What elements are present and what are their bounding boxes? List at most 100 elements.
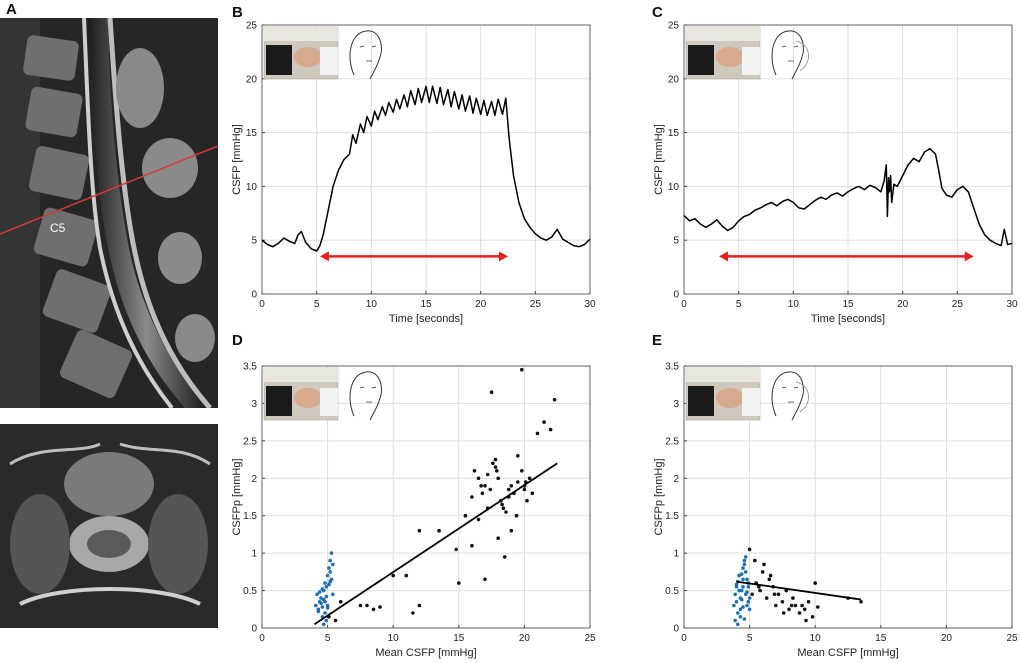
head-outline [771, 30, 804, 80]
data-point-black [417, 528, 422, 533]
photo-clothing [688, 45, 714, 75]
x-tick-label: 5 [314, 299, 320, 310]
data-point-black [753, 558, 757, 563]
data-point-blue [316, 609, 321, 614]
subject-photo-inset [685, 26, 761, 80]
data-point-black [470, 543, 474, 548]
data-point-blue [325, 573, 330, 578]
x-tick-label: 25 [952, 299, 964, 310]
series-line [261, 85, 591, 252]
data-point-blue [733, 592, 737, 597]
mri-section-line [0, 145, 218, 235]
y-tick-label: 10 [668, 182, 680, 193]
data-point-black [489, 390, 494, 395]
y-tick-label: 3 [251, 399, 257, 410]
data-point-black [411, 611, 415, 615]
vertebral-bodies [23, 35, 133, 399]
data-point-black [806, 600, 811, 604]
duration-arrow-head-right [499, 251, 508, 262]
x-axis-label: Time [seconds] [389, 313, 463, 325]
data-point-blue [328, 579, 333, 584]
data-point-black [810, 615, 815, 619]
panel-letter-d: D [232, 332, 243, 349]
data-point-black [548, 427, 553, 432]
head-position-drawing [349, 371, 382, 421]
data-point-black [781, 611, 786, 615]
data-point-black [516, 480, 520, 484]
data-point-black [493, 465, 498, 469]
data-point-black [470, 495, 474, 499]
photo-clothing [688, 386, 714, 416]
subject-photo-inset [263, 367, 339, 421]
data-point-black [509, 484, 514, 488]
data-point-black [791, 596, 795, 600]
data-point-black [371, 607, 376, 612]
data-point-black [472, 469, 477, 473]
data-point-blue [331, 592, 335, 597]
data-point-black [476, 476, 481, 481]
x-tick-label: 0 [681, 633, 687, 644]
x-tick-label: 20 [475, 299, 487, 310]
data-point-black [780, 600, 785, 604]
subject-photo-inset [685, 367, 761, 421]
data-point-blue [736, 611, 740, 615]
data-point-blue [320, 605, 325, 609]
series-line [683, 147, 1013, 247]
plot-frame [261, 365, 591, 629]
x-tick-label: 5 [736, 299, 742, 310]
photo-wall [686, 27, 760, 41]
data-point-black [802, 607, 807, 612]
data-point-black [552, 397, 557, 402]
y-tick-label: 1 [251, 549, 257, 560]
data-point-blue [327, 582, 331, 587]
data-point-blue [319, 596, 323, 600]
data-point-black [404, 573, 409, 578]
x-tick-label: 30 [1006, 299, 1018, 310]
panel-letter-e: E [652, 332, 663, 349]
y-tick-label: 1.5 [243, 511, 257, 522]
data-point-blue [734, 582, 739, 587]
x-tick-label: 15 [453, 633, 465, 644]
data-point-black [495, 469, 499, 473]
head-rotation-outline [795, 381, 809, 413]
data-point-black [378, 605, 382, 609]
data-point-blue [323, 611, 327, 615]
data-point-blue [747, 596, 752, 600]
y-tick-label: 0.5 [665, 586, 679, 597]
data-point-black [859, 600, 863, 604]
y-tick-label: 2.5 [243, 436, 257, 447]
subject-photo-inset [263, 26, 339, 80]
data-point-black [768, 573, 773, 578]
x-tick-label: 5 [325, 633, 331, 644]
data-point-black [787, 607, 791, 612]
data-point-black [535, 431, 540, 436]
y-tick-label: 0 [673, 290, 679, 301]
data-point-blue [741, 585, 745, 589]
y-tick-label: 2 [673, 474, 679, 485]
y-tick-label: 3.5 [243, 362, 257, 373]
mri-axial-image [0, 424, 218, 628]
data-point-blue [739, 572, 744, 576]
y-tick-label: 5 [251, 236, 257, 247]
data-point-black [463, 513, 468, 518]
photo-wall [264, 27, 338, 41]
data-point-blue [321, 622, 326, 627]
posterior-elements [116, 48, 215, 362]
head-outline [771, 371, 804, 421]
vertebra-label: C5 [50, 221, 66, 235]
y-tick-label: 0 [673, 624, 679, 635]
x-tick-label: 20 [897, 299, 909, 310]
data-point-blue [314, 603, 318, 608]
photo-pillow [320, 47, 338, 75]
data-point-black [764, 596, 769, 600]
y-axis-label: CSFP [mmHg] [653, 124, 665, 195]
data-point-black [358, 603, 363, 608]
photo-pillow [742, 388, 760, 416]
data-point-black [480, 491, 485, 496]
photo-pillow [742, 47, 760, 75]
y-tick-label: 3 [673, 399, 679, 410]
head-features [359, 386, 377, 403]
y-tick-label: 0 [251, 624, 257, 635]
x-tick-label: 20 [519, 633, 531, 644]
y-tick-label: 3.5 [665, 362, 679, 373]
